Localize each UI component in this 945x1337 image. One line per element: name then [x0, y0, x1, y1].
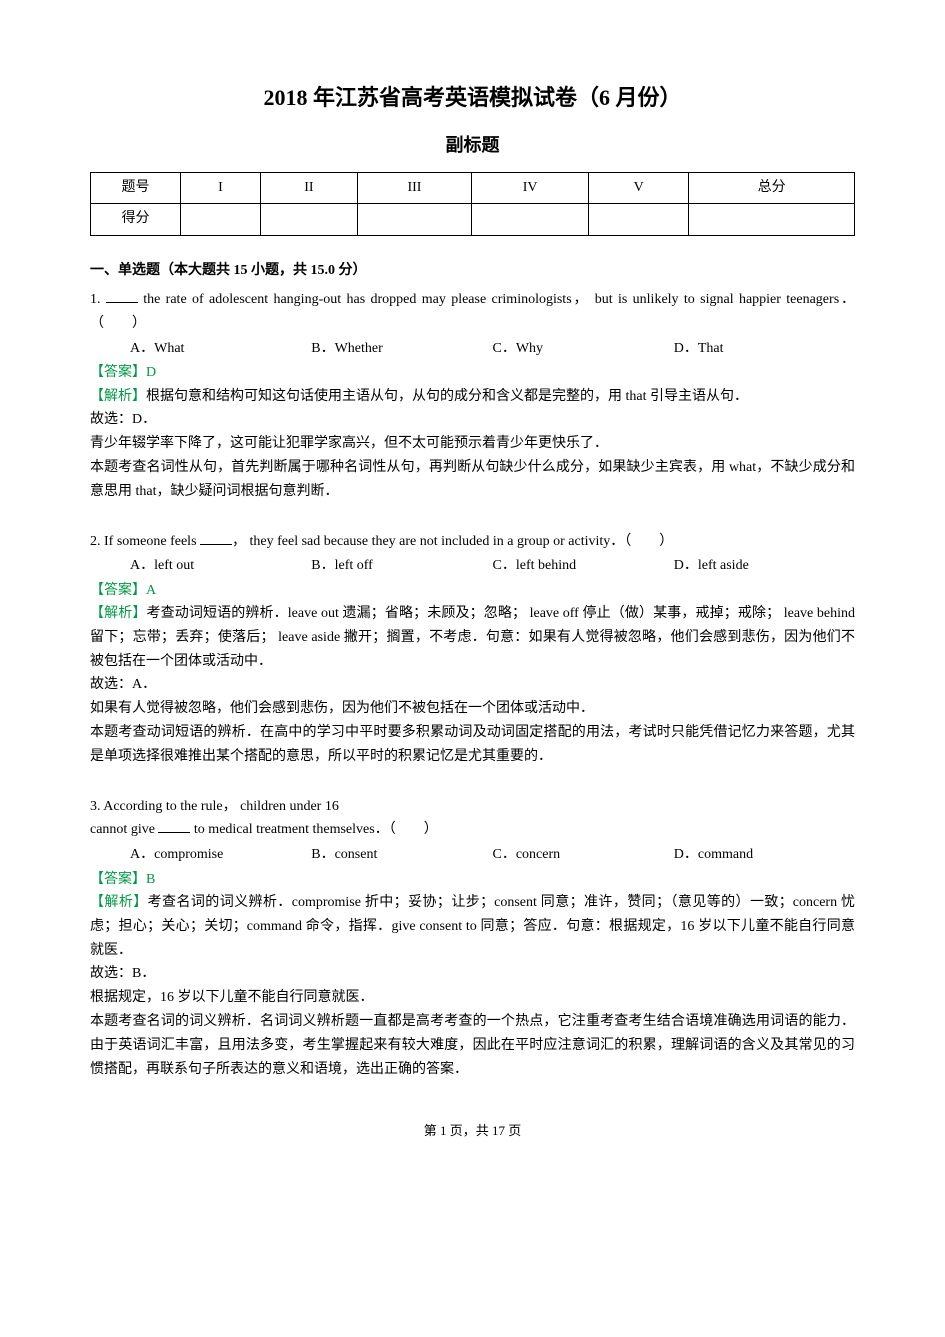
analysis-text: 【解析】考查名词的词义辨析．compromise 折中；妥协；让步；consen…	[90, 891, 855, 1081]
question-number: 2.	[90, 534, 101, 549]
options-row: A．What B．Whether C．Why D．That	[90, 338, 855, 360]
stem-post: the rate of adolescent hanging-out has d…	[90, 292, 855, 331]
table-row: 题号 I II III IV V 总分	[91, 172, 855, 203]
table-cell	[589, 204, 689, 235]
page-subtitle: 副标题	[90, 131, 855, 160]
table-cell	[472, 204, 589, 235]
table-cell: IV	[472, 172, 589, 203]
table-cell: III	[357, 172, 471, 203]
table-cell	[181, 204, 261, 235]
table-cell	[260, 204, 357, 235]
question-stem: 1. the rate of adolescent hanging-out ha…	[90, 288, 855, 336]
analysis-text: 【解析】考查动词短语的辨析．leave out 遗漏；省略；未顾及；忽略； le…	[90, 602, 855, 769]
table-cell: I	[181, 172, 261, 203]
blank-line	[106, 291, 138, 303]
analysis-body: 考查动词短语的辨析．leave out 遗漏；省略；未顾及；忽略； leave …	[90, 606, 859, 764]
page-footer: 第 1 页，共 17 页	[90, 1121, 855, 1142]
options-row: A．left out B．left off C．left behind D．le…	[90, 555, 855, 577]
blank-line	[200, 533, 232, 545]
score-table: 题号 I II III IV V 总分 得分	[90, 172, 855, 236]
question-block: 1. the rate of adolescent hanging-out ha…	[90, 288, 855, 503]
blank-line	[158, 821, 190, 833]
analysis-text: 【解析】根据句意和结构可知这句话使用主语从句，从句的成分和含义都是完整的，用 t…	[90, 385, 855, 504]
table-cell: II	[260, 172, 357, 203]
table-cell	[689, 204, 855, 235]
answer-label: 【答案】D	[90, 362, 855, 384]
question-block: 2. If someone feels ， they feel sad beca…	[90, 530, 855, 769]
option-a: A．What	[130, 338, 311, 360]
stem-post: to medical treatment themselves．（ ）	[190, 822, 437, 837]
analysis-label: 【解析】	[90, 389, 146, 404]
option-d: D．command	[674, 844, 855, 866]
stem-pre: If someone feels	[104, 534, 200, 549]
answer-label: 【答案】B	[90, 869, 855, 891]
option-d: D．left aside	[674, 555, 855, 577]
table-row: 得分	[91, 204, 855, 235]
page-title: 2018 年江苏省高考英语模拟试卷（6 月份）	[90, 80, 855, 115]
table-cell	[357, 204, 471, 235]
option-b: B．Whether	[311, 338, 492, 360]
option-a: A．compromise	[130, 844, 311, 866]
table-cell: V	[589, 172, 689, 203]
analysis-label: 【解析】	[90, 606, 147, 621]
option-b: B．consent	[311, 844, 492, 866]
question-number: 3.	[90, 799, 101, 814]
option-a: A．left out	[130, 555, 311, 577]
table-cell: 总分	[689, 172, 855, 203]
table-cell: 得分	[91, 204, 181, 235]
analysis-body: 考查名词的词义辨析．compromise 折中；妥协；让步；consent 同意…	[90, 895, 855, 1077]
question-number: 1.	[90, 292, 101, 307]
option-c: C．Why	[493, 338, 674, 360]
question-stem: 3. According to the rule， children under…	[90, 795, 855, 843]
options-row: A．compromise B．consent C．concern D．comma…	[90, 844, 855, 866]
analysis-body: 根据句意和结构可知这句话使用主语从句，从句的成分和含义都是完整的，用 that …	[90, 389, 855, 499]
stem-post: ， they feel sad because they are not inc…	[232, 534, 673, 549]
option-b: B．left off	[311, 555, 492, 577]
option-d: D．That	[674, 338, 855, 360]
answer-label: 【答案】A	[90, 580, 855, 602]
question-stem: 2. If someone feels ， they feel sad beca…	[90, 530, 855, 554]
analysis-label: 【解析】	[90, 895, 148, 910]
table-cell: 题号	[91, 172, 181, 203]
section-title: 一、单选题（本大题共 15 小题，共 15.0 分）	[90, 260, 855, 282]
question-block: 3. According to the rule， children under…	[90, 795, 855, 1082]
option-c: C．left behind	[493, 555, 674, 577]
option-c: C．concern	[493, 844, 674, 866]
